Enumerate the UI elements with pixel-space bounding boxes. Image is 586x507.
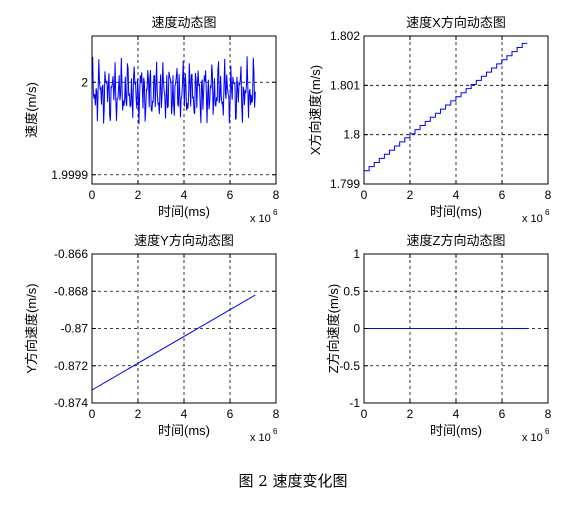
x-tick-label: 2 <box>135 188 142 202</box>
y-tick-label: -0.874 <box>54 396 88 410</box>
y-axis-label: 速度(m/s) <box>24 82 39 138</box>
x-tick-label: 2 <box>135 407 142 421</box>
x-tick-label: 8 <box>545 188 552 202</box>
chart-title: 速度Z方向动态图 <box>407 233 506 248</box>
y-tick-label: 1.799 <box>330 177 360 191</box>
x-tick-label: 4 <box>181 407 188 421</box>
x-tick-label: 6 <box>227 407 234 421</box>
x-axis-multiplier-exponent: 6 <box>273 208 278 217</box>
x-axis-multiplier-exponent: 6 <box>273 427 278 436</box>
chart-title: 速度X方向动态图 <box>406 15 506 30</box>
y-tick-label: 1 <box>353 247 360 261</box>
x-tick-label: 4 <box>453 407 460 421</box>
y-tick-label: -0.5 <box>339 359 360 373</box>
x-tick-label: 8 <box>545 407 552 421</box>
y-axis-label: Y方向速度(m/s) <box>24 283 39 373</box>
x-axis-label: 时间(ms) <box>158 204 210 219</box>
chart-title: 速度Y方向动态图 <box>134 233 234 248</box>
x-tick-label: 0 <box>89 188 96 202</box>
y-tick-label: -0.872 <box>54 359 88 373</box>
x-tick-label: 6 <box>499 407 506 421</box>
x-tick-label: 0 <box>361 188 368 202</box>
y-tick-label: 2 <box>81 75 88 89</box>
y-tick-label: 1.802 <box>330 29 360 43</box>
series-line-1 <box>91 294 256 391</box>
y-tick-label: 0.5 <box>343 284 360 298</box>
x-tick-label: 2 <box>407 407 414 421</box>
x-axis-multiplier-exponent: 6 <box>545 427 550 436</box>
x-axis-label: 时间(ms) <box>430 204 482 219</box>
x-axis-multiplier: x 10 <box>522 432 543 444</box>
y-tick-label: -0.868 <box>54 284 88 298</box>
x-axis-label: 时间(ms) <box>158 423 210 438</box>
figure-caption: 图 2 速度变化图 <box>238 472 348 490</box>
x-axis-multiplier: x 10 <box>250 432 271 444</box>
x-tick-label: 6 <box>499 188 506 202</box>
series-line-1 <box>91 56 256 125</box>
x-tick-label: 0 <box>89 407 96 421</box>
y-tick-label: 1.9999 <box>51 168 88 182</box>
y-axis-label: Z方向速度(m/s) <box>326 284 341 374</box>
x-tick-label: 4 <box>181 188 188 202</box>
x-tick-label: 8 <box>273 188 280 202</box>
y-tick-label: 0 <box>353 322 360 336</box>
x-axis-multiplier: x 10 <box>250 213 271 225</box>
x-axis-multiplier: x 10 <box>522 213 543 225</box>
y-tick-label: -0.866 <box>54 247 88 261</box>
chart-title: 速度动态图 <box>151 15 216 30</box>
y-tick-label: 1.801 <box>330 78 360 92</box>
x-tick-label: 8 <box>273 407 280 421</box>
y-tick-label: -0.87 <box>61 322 89 336</box>
y-tick-label: 1.8 <box>343 128 360 142</box>
x-tick-label: 4 <box>453 188 460 202</box>
x-tick-label: 2 <box>407 188 414 202</box>
series-line-1 <box>364 42 528 172</box>
chart-panel-3: 0 2 4 6 8 -0.874 -0.872 -0.87 -0.868 -0.866 速度Y方向动… <box>24 233 280 444</box>
y-tick-label: -1 <box>349 396 360 410</box>
x-axis-label: 时间(ms) <box>430 423 482 438</box>
x-axis-multiplier-exponent: 6 <box>545 208 550 217</box>
y-axis-label: X方向速度(m/s) <box>308 65 323 155</box>
x-tick-label: 0 <box>361 407 368 421</box>
x-tick-label: 6 <box>227 188 234 202</box>
